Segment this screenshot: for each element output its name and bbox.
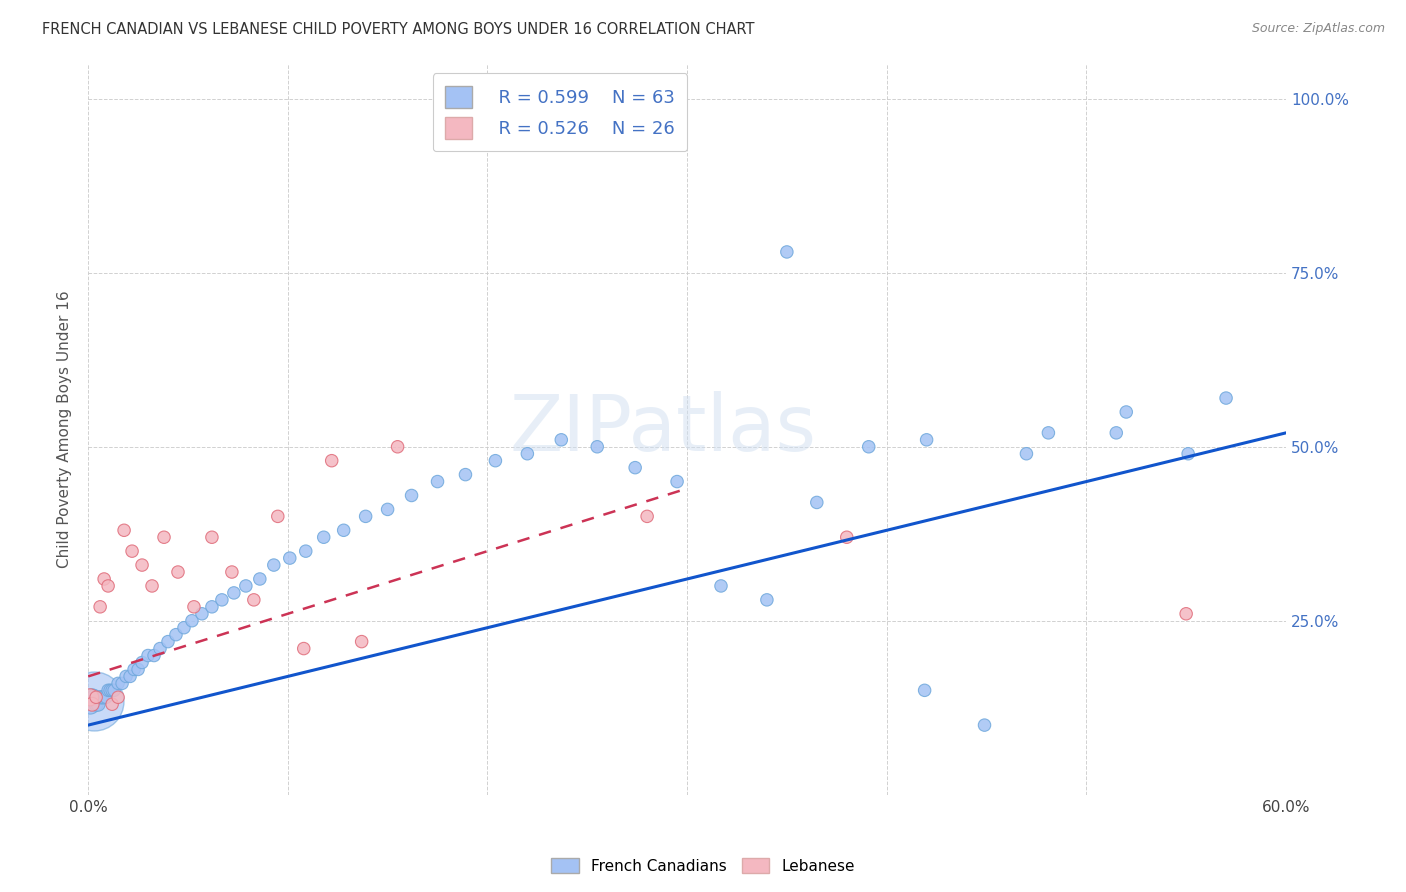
- Point: [156, 634, 179, 648]
- Point: [776, 244, 799, 259]
- Point: [127, 663, 149, 677]
- Point: [387, 440, 409, 454]
- Point: [153, 530, 176, 544]
- Point: [235, 579, 257, 593]
- Point: [1177, 447, 1199, 461]
- Point: [98, 683, 121, 698]
- Point: [93, 572, 115, 586]
- Point: [806, 495, 828, 509]
- Point: [87, 698, 110, 712]
- Point: [183, 599, 205, 614]
- Point: [1115, 405, 1137, 419]
- Point: [201, 599, 224, 614]
- Point: [83, 690, 105, 705]
- Point: [131, 656, 153, 670]
- Point: [121, 544, 143, 558]
- Text: Source: ZipAtlas.com: Source: ZipAtlas.com: [1251, 22, 1385, 36]
- Point: [401, 488, 423, 502]
- Point: [181, 614, 204, 628]
- Point: [516, 447, 538, 461]
- Point: [101, 698, 124, 712]
- Point: [141, 579, 163, 593]
- Point: [263, 558, 285, 572]
- Point: [915, 433, 938, 447]
- Point: [89, 690, 111, 705]
- Point: [82, 698, 104, 712]
- Point: [191, 607, 214, 621]
- Point: [1015, 447, 1038, 461]
- Point: [267, 509, 290, 524]
- Point: [624, 460, 647, 475]
- Point: [122, 663, 145, 677]
- Point: [377, 502, 399, 516]
- Point: [165, 627, 187, 641]
- Point: [243, 592, 266, 607]
- Point: [249, 572, 271, 586]
- Point: [484, 453, 506, 467]
- Point: [136, 648, 159, 663]
- Point: [83, 694, 105, 708]
- Legend:   R = 0.599    N = 63,   R = 0.526    N = 26: R = 0.599 N = 63, R = 0.526 N = 26: [433, 73, 688, 152]
- Point: [858, 440, 880, 454]
- Point: [173, 621, 195, 635]
- Point: [112, 523, 135, 537]
- Point: [354, 509, 377, 524]
- Point: [1175, 607, 1198, 621]
- Point: [321, 453, 343, 467]
- Point: [332, 523, 354, 537]
- Point: [111, 676, 134, 690]
- Point: [93, 690, 115, 705]
- Point: [149, 641, 172, 656]
- Point: [636, 509, 658, 524]
- Point: [211, 592, 233, 607]
- Point: [120, 669, 142, 683]
- Point: [89, 599, 111, 614]
- Point: [107, 676, 129, 690]
- Y-axis label: Child Poverty Among Boys Under 16: Child Poverty Among Boys Under 16: [58, 291, 72, 568]
- Point: [292, 641, 315, 656]
- Point: [82, 690, 104, 705]
- Point: [103, 683, 125, 698]
- Point: [222, 586, 245, 600]
- Point: [755, 592, 778, 607]
- Point: [914, 683, 936, 698]
- Point: [454, 467, 477, 482]
- Point: [312, 530, 335, 544]
- Point: [294, 544, 316, 558]
- Point: [107, 690, 129, 705]
- Point: [84, 698, 107, 712]
- Point: [97, 683, 120, 698]
- Point: [586, 440, 609, 454]
- Point: [278, 551, 301, 566]
- Point: [1105, 425, 1128, 440]
- Point: [91, 690, 114, 705]
- Legend: French Canadians, Lebanese: French Canadians, Lebanese: [546, 852, 860, 880]
- Point: [79, 698, 101, 712]
- Point: [973, 718, 995, 732]
- Point: [835, 530, 858, 544]
- Point: [167, 565, 190, 579]
- Point: [221, 565, 243, 579]
- Point: [426, 475, 449, 489]
- Point: [143, 648, 166, 663]
- Point: [201, 530, 224, 544]
- Point: [84, 690, 107, 705]
- Text: FRENCH CANADIAN VS LEBANESE CHILD POVERTY AMONG BOYS UNDER 16 CORRELATION CHART: FRENCH CANADIAN VS LEBANESE CHILD POVERT…: [42, 22, 755, 37]
- Point: [1038, 425, 1060, 440]
- Point: [94, 690, 117, 705]
- Point: [97, 579, 120, 593]
- Point: [550, 433, 572, 447]
- Text: ZIPatlas: ZIPatlas: [509, 392, 817, 467]
- Point: [350, 634, 373, 648]
- Point: [710, 579, 733, 593]
- Point: [131, 558, 153, 572]
- Point: [1215, 391, 1237, 405]
- Point: [79, 690, 101, 705]
- Point: [666, 475, 689, 489]
- Point: [101, 683, 124, 698]
- Point: [115, 669, 138, 683]
